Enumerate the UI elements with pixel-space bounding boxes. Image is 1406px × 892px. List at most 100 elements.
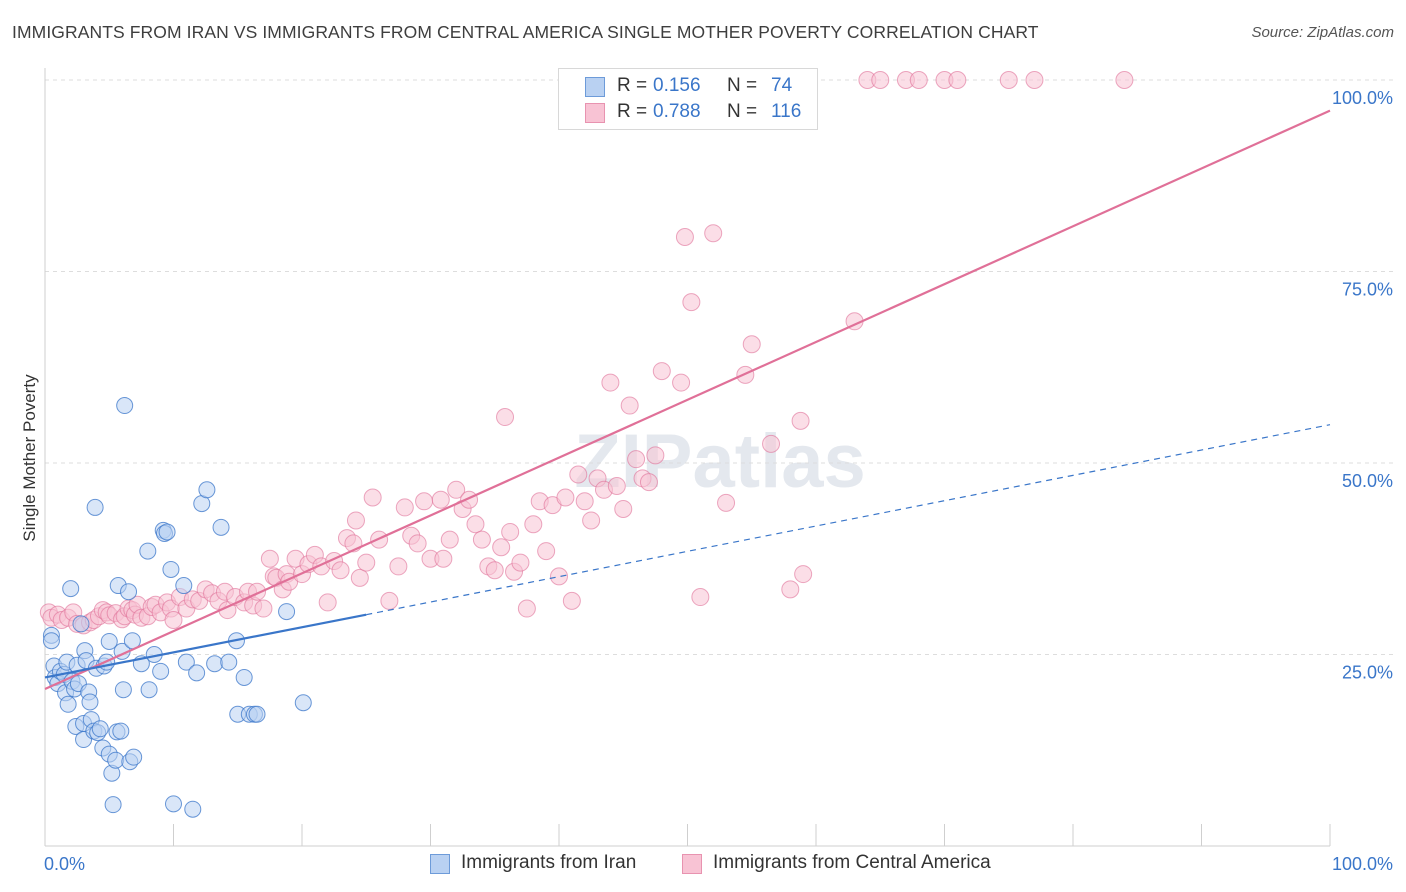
iran-point [278, 603, 296, 621]
iran-point [206, 655, 224, 673]
central-america-point [794, 565, 813, 584]
central-america-point [440, 530, 459, 549]
central-america-point [607, 476, 626, 495]
y-tick-label: 25.0% [1342, 663, 1393, 683]
central-america-point [431, 490, 450, 509]
trend-lines [44, 109, 1331, 690]
central-america-point [537, 542, 556, 561]
central-america-point [395, 498, 414, 517]
central-america-point [620, 396, 639, 415]
central-america-point [260, 549, 279, 568]
iran-point [107, 751, 125, 769]
central-america-point [357, 553, 376, 572]
central-america-point [1115, 71, 1134, 89]
iran-point [177, 653, 195, 671]
iran-point [81, 693, 99, 711]
central-america-point [691, 588, 710, 607]
legend-r-label: R = [617, 75, 648, 96]
central-america-point [485, 561, 504, 580]
central-america-point [389, 557, 408, 576]
iran-trend-line-dashed [366, 424, 1331, 616]
iran-point [116, 397, 134, 415]
central-america-point [582, 511, 601, 530]
central-america-point [562, 591, 581, 610]
iran-point [152, 662, 170, 680]
legend-swatch-iran [585, 77, 605, 97]
central-america-point [556, 488, 575, 507]
central-america-point [791, 411, 810, 430]
series-label-central-america: Immigrants from Central America [713, 852, 991, 873]
central-america-point [717, 493, 736, 512]
y-tick-label: 100.0% [1332, 88, 1393, 108]
central-america-point [501, 522, 520, 541]
iran-point [104, 796, 122, 814]
central-america-point [434, 549, 453, 568]
y-axis-label: Single Mother Poverty [20, 374, 39, 542]
iran-point [184, 800, 202, 818]
central-america-point [254, 599, 273, 618]
central-america-point [742, 335, 761, 354]
central-america-point [682, 293, 701, 312]
iran-point [112, 722, 130, 740]
central-america-points [39, 71, 1134, 635]
legend-swatch-central-america [585, 103, 605, 123]
iran-point [114, 681, 132, 699]
legend-n-label: N = [727, 101, 758, 122]
central-america-point [704, 224, 723, 243]
central-america-point [652, 362, 671, 381]
iran-point [100, 632, 118, 650]
central-america-point [614, 499, 633, 518]
central-america-point [871, 71, 890, 89]
iran-point [162, 560, 180, 578]
central-america-point [331, 561, 350, 580]
iran-point [139, 542, 157, 560]
iran-point [91, 720, 109, 738]
iran-point [42, 632, 60, 650]
iran-point [248, 705, 266, 723]
iran-point [158, 523, 176, 541]
iran-point [235, 668, 253, 686]
axis-layer [44, 68, 1331, 847]
iran-point [175, 577, 193, 595]
central-america-point [575, 492, 594, 511]
central-america-point [447, 480, 466, 499]
central-america-point [909, 71, 928, 89]
iran-point [86, 498, 104, 516]
central-america-point [524, 515, 543, 534]
series-swatch-iran [430, 854, 450, 874]
iran-point [212, 518, 230, 536]
central-america-point [517, 599, 536, 618]
central-america-point [472, 530, 491, 549]
stats-legend: R = 0.156 N = 74 R = 0.788 N = 116 [558, 68, 818, 130]
central-america-point [948, 71, 967, 89]
central-america-point [350, 568, 369, 587]
x-tick-label: 0.0% [44, 854, 85, 874]
iran-point [59, 695, 77, 713]
central-america-point [511, 553, 530, 572]
series-swatch-central-america [682, 854, 702, 874]
central-america-point [627, 450, 646, 469]
legend-n-value: 116 [771, 101, 802, 122]
tick-labels: 25.0% 50.0% 75.0% 100.0% 0.0% 100.0% [44, 88, 1393, 874]
central-america-point [496, 408, 515, 427]
central-america-point [672, 373, 691, 392]
iran-point [72, 615, 90, 633]
iran-trend-line [44, 613, 367, 679]
central-america-point [415, 492, 434, 511]
central-america-point [646, 446, 665, 465]
iran-point [294, 694, 312, 712]
central-america-point [762, 434, 781, 453]
source-label: Source: ZipAtlas.com [1251, 24, 1394, 41]
central-america-point [164, 611, 183, 630]
central-america-trend-line [44, 109, 1331, 690]
iran-point [140, 681, 158, 699]
central-america-point [675, 228, 694, 247]
iran-point [198, 481, 216, 499]
central-america-point [601, 373, 620, 392]
legend-r-label: R = [617, 101, 648, 122]
central-america-point [380, 591, 399, 610]
y-tick-label: 50.0% [1342, 471, 1393, 491]
central-america-point [999, 71, 1018, 89]
central-america-point [466, 515, 485, 534]
